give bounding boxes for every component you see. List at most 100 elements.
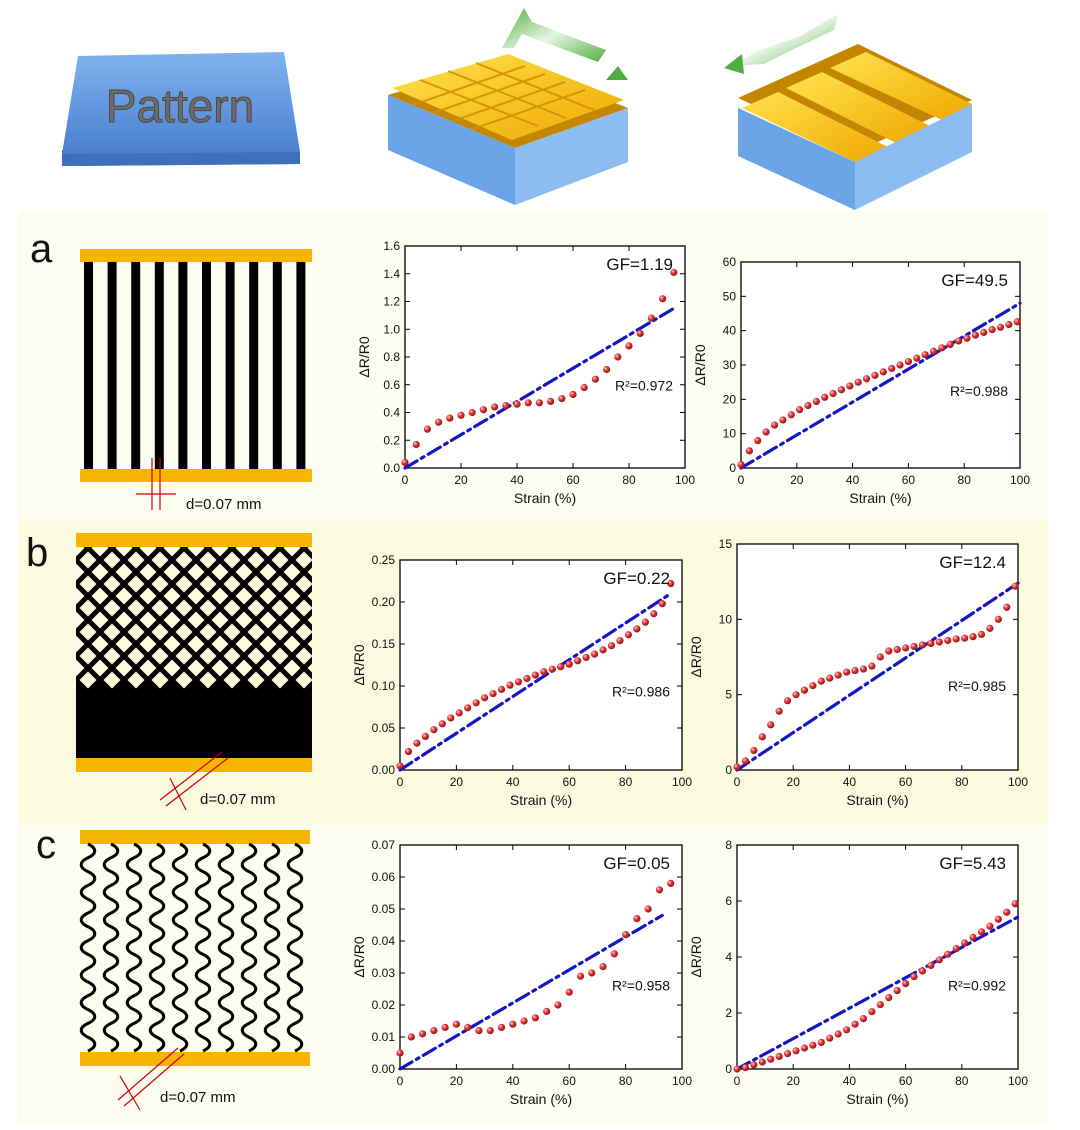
data-point <box>514 678 523 686</box>
conductive-line <box>107 262 117 469</box>
mesh-hole <box>295 647 312 665</box>
x-tick-label: 100 <box>672 1074 692 1088</box>
mesh-hole <box>223 575 241 593</box>
data-point <box>576 972 585 980</box>
mesh-hole <box>139 563 157 581</box>
data-point <box>961 634 969 642</box>
data-point <box>543 1007 551 1016</box>
plot-frame <box>399 559 683 771</box>
mesh-hole <box>211 635 229 653</box>
y-axis-label: ΔR/R0 <box>688 936 704 977</box>
linear-fit-line <box>739 301 1022 470</box>
y-tick-label: 5 <box>725 688 732 702</box>
gauge-factor-label: GF=5.43 <box>939 854 1006 873</box>
data-point <box>826 1034 834 1042</box>
straight-line-pattern <box>80 249 312 510</box>
data-point <box>994 915 1002 923</box>
data-point <box>888 364 896 373</box>
wavy-line <box>217 842 235 1053</box>
data-point <box>741 1064 750 1072</box>
x-tick-label: 40 <box>506 1074 520 1088</box>
data-point <box>404 747 413 756</box>
data-point <box>610 950 618 958</box>
data-point <box>506 681 514 689</box>
mesh-hole <box>79 551 97 569</box>
mesh-hole <box>139 587 157 605</box>
mesh-hole <box>307 567 312 577</box>
mesh-hole <box>79 647 97 665</box>
y-axis-label: ΔR/R0 <box>351 936 367 977</box>
data-point <box>871 371 879 379</box>
mesh-hole <box>187 659 205 677</box>
data-point <box>842 668 851 676</box>
data-point <box>927 639 935 648</box>
mesh-hole <box>76 587 85 605</box>
data-point <box>862 375 871 383</box>
data-point <box>879 368 887 376</box>
mesh-hole <box>91 635 109 653</box>
data-point <box>421 732 429 741</box>
mesh-hole <box>271 599 289 617</box>
y-tick-label: 1.0 <box>383 322 400 336</box>
mesh-hole <box>283 563 301 581</box>
x-tick-label: 20 <box>790 473 804 487</box>
data-point <box>531 671 539 679</box>
data-point <box>809 1041 817 1049</box>
data-point <box>569 390 577 399</box>
mesh-hole <box>151 671 169 689</box>
data-point <box>767 721 775 729</box>
pattern-block: Pattern <box>62 52 300 166</box>
mesh-hole <box>163 611 181 629</box>
data-point <box>491 403 499 411</box>
data-point <box>464 704 472 712</box>
conductive-line <box>131 262 141 469</box>
data-point <box>489 689 497 698</box>
mesh-hole <box>295 575 312 593</box>
data-point <box>935 638 943 646</box>
y-tick-label: 0.25 <box>372 553 396 567</box>
data-point <box>616 637 624 645</box>
data-point <box>547 397 555 405</box>
data-point <box>910 973 918 981</box>
x-tick-label: 40 <box>846 473 860 487</box>
mesh-hole <box>211 563 229 581</box>
data-point <box>977 630 986 639</box>
data-point <box>622 931 630 939</box>
x-tick-label: 60 <box>899 775 913 789</box>
data-point <box>918 967 927 975</box>
data-point <box>809 682 817 690</box>
mesh-hole <box>79 599 97 617</box>
chart-a-left: 0 20 40 60 80 100 0.0 0.2 0.4 0.6 0.8 1.0 1.2 1.4 1.6 S… <box>356 239 695 506</box>
mesh-hole <box>283 546 301 557</box>
mesh-hole <box>271 623 289 641</box>
wavy-line <box>194 842 212 1053</box>
panel-letter-a: a <box>30 227 53 271</box>
data-point <box>902 980 910 988</box>
data-point <box>944 636 952 645</box>
x-tick-label: 20 <box>787 1074 801 1088</box>
data-point <box>497 1023 506 1031</box>
y-tick-label: 40 <box>723 324 737 338</box>
data-point <box>599 646 607 654</box>
data-point <box>910 642 918 651</box>
data-point <box>502 401 510 410</box>
dimension-marker <box>123 1053 185 1107</box>
x-tick-label: 0 <box>738 473 745 487</box>
r-squared-label: R²=0.988 <box>950 383 1008 399</box>
x-tick-label: 20 <box>454 473 468 487</box>
mesh-hole <box>199 575 217 593</box>
plot-frame <box>404 245 686 469</box>
mesh-hole <box>103 575 121 593</box>
mesh-hole <box>103 551 121 569</box>
y-tick-label: 0.15 <box>372 637 396 651</box>
data-point <box>918 641 927 649</box>
data-point <box>821 393 829 401</box>
mesh-hole <box>139 611 157 629</box>
data-point <box>876 1001 884 1009</box>
mesh-hole <box>76 635 85 653</box>
mesh-hole <box>211 611 229 629</box>
y-tick-label: 60 <box>723 255 737 269</box>
data-point <box>475 1027 483 1035</box>
y-axis-label: ΔR/R0 <box>351 644 367 685</box>
